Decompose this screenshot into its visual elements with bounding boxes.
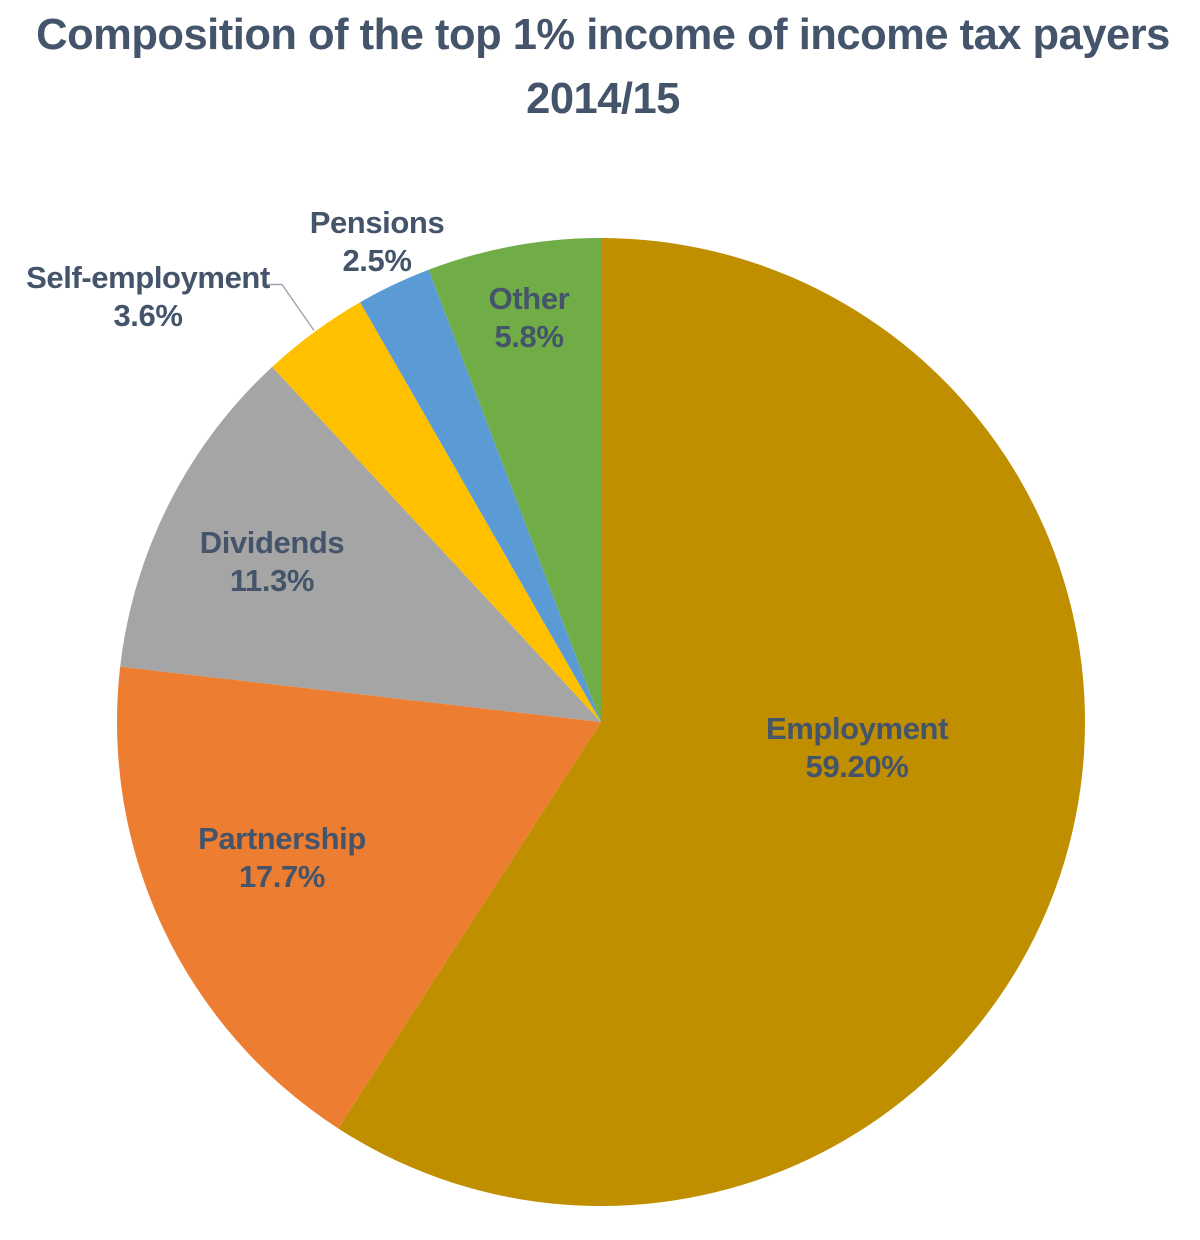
pie-slice-pensions	[360, 269, 601, 722]
slice-label-name: Pensions	[309, 205, 445, 240]
slice-label-name: Partnership	[198, 821, 366, 856]
slice-label-self-employment: Self-employment 3.6%	[26, 259, 270, 335]
slice-label-name: Employment	[765, 711, 949, 746]
chart-title-line1: Composition of the top 1% income of inco…	[36, 11, 1170, 59]
slice-label-value: 11.3%	[229, 563, 315, 598]
slice-label-value: 3.6%	[113, 298, 183, 333]
slice-label-dividends: Dividends 11.3%	[200, 524, 345, 600]
pie-slice-employment	[338, 238, 1086, 1206]
pie-slice-dividends	[120, 366, 602, 722]
pie-slice-partnership	[116, 666, 601, 1129]
slice-label-value: 59.20%	[805, 749, 909, 784]
pie-slice-self-employment	[272, 302, 601, 722]
slice-label-partnership: Partnership 17.7%	[198, 820, 366, 896]
slice-label-other: Other 5.8%	[489, 280, 570, 356]
slice-label-value: 5.8%	[494, 319, 564, 354]
slice-label-name: Other	[488, 281, 570, 316]
pie-slice-other	[428, 238, 601, 722]
slice-label-pensions: Pensions 2.5%	[310, 204, 445, 280]
chart-title: Composition of the top 1% income of inco…	[3, 3, 1200, 131]
leader-line-self-employment	[266, 283, 315, 331]
slice-label-value: 2.5%	[342, 243, 412, 278]
chart-title-line2: 2014/15	[526, 75, 680, 123]
slice-label-name: Dividends	[199, 525, 345, 560]
slice-label-value: 17.7%	[239, 859, 325, 894]
slice-label-employment: Employment 59.20%	[766, 710, 948, 786]
slice-label-name: Self-employment	[26, 260, 270, 295]
